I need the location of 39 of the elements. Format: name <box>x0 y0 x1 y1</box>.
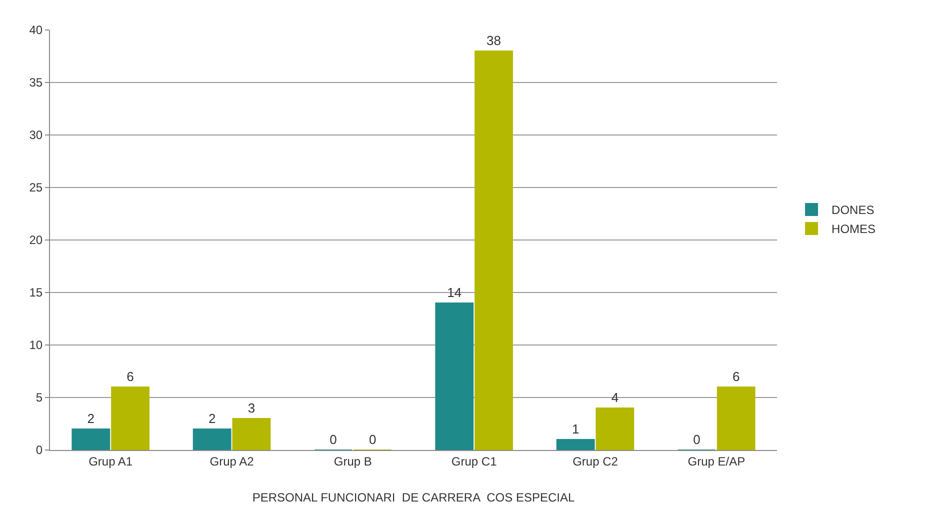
x-axis-title: PERSONAL FUNCIONARI DE CARRERA COS ESPECIAL <box>252 490 575 504</box>
data-label: 6 <box>126 369 134 384</box>
data-label: 4 <box>611 390 619 405</box>
data-label: 2 <box>87 411 95 426</box>
x-tick-label: Grup C2 <box>572 454 618 468</box>
data-label: 14 <box>447 285 462 300</box>
x-tick-label: Grup E/AP <box>688 454 746 468</box>
x-tick-label: Grup A2 <box>210 454 254 468</box>
bar <box>596 408 634 450</box>
data-label: 2 <box>208 411 216 426</box>
y-tick-label: 15 <box>29 286 43 300</box>
bar <box>556 439 595 450</box>
bar <box>232 418 271 450</box>
data-label: 6 <box>732 369 740 384</box>
x-tick-label: Grup A1 <box>88 454 133 468</box>
y-tick-label: 20 <box>29 233 43 248</box>
data-label: 3 <box>248 400 256 416</box>
x-tick-label: Grup C1 <box>451 454 498 468</box>
legend-label: HOMES <box>832 222 876 236</box>
y-tick-label: 0 <box>36 443 43 458</box>
data-label: 0 <box>693 432 700 447</box>
bar <box>716 386 756 450</box>
y-tick-label: 5 <box>36 390 43 405</box>
data-label: 0 <box>368 432 376 447</box>
bar <box>435 302 474 450</box>
bar <box>111 386 150 450</box>
y-tick-label: 30 <box>29 128 43 142</box>
bar <box>474 50 513 450</box>
y-tick-label: 25 <box>29 180 43 195</box>
bar <box>72 428 110 450</box>
bar <box>192 428 232 450</box>
data-label: 0 <box>330 432 337 447</box>
legend-label: DONES <box>832 203 874 218</box>
y-tick-label: 35 <box>29 76 43 90</box>
data-label: 38 <box>486 33 502 48</box>
y-tick-label: 10 <box>29 338 43 352</box>
y-tick-label: 40 <box>29 23 43 38</box>
x-tick-label: Grup B <box>334 454 372 468</box>
data-label: 1 <box>572 422 580 436</box>
